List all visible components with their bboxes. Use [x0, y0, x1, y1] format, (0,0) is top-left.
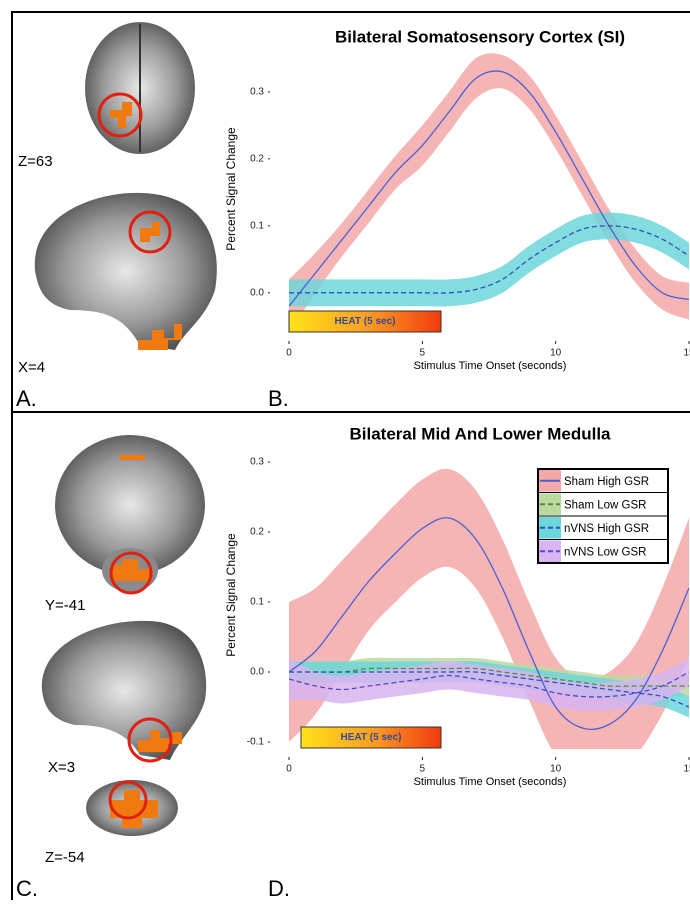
figure: Z=63 X=4 Y=-41 X=3 Z=-54 A. B. C. D. Bil… [0, 0, 690, 900]
y-tick-label: 0.3 [250, 457, 264, 468]
brain-sagittal-bottom [42, 621, 206, 761]
x-tick-label: 5 [420, 764, 426, 775]
x-tick-label: 0 [286, 348, 292, 359]
legend-label: nVNS High GSR [564, 523, 649, 535]
y-tick-label: 0.1 [250, 597, 264, 608]
slice-label: Z=63 [18, 153, 53, 170]
x-tick-label: 10 [550, 348, 562, 359]
x-tick-label: 15 [683, 348, 690, 359]
slice-label: Z=-54 [45, 849, 85, 866]
stimulus-label: HEAT (5 sec) [335, 316, 396, 327]
chart-title: Bilateral Somatosensory Cortex (SI) [335, 27, 625, 46]
y-tick-label: 0.2 [250, 527, 264, 538]
brain-coronal [55, 435, 205, 593]
slice-label: Y=-41 [45, 597, 85, 614]
x-tick-label: 15 [683, 764, 690, 775]
brain-axial-bottom [86, 780, 178, 836]
x-tick-label: 0 [286, 764, 292, 775]
legend-label: Sham Low GSR [564, 499, 646, 511]
slice-label: X=4 [18, 359, 45, 376]
brain-slice [35, 193, 217, 350]
x-tick-label: 5 [420, 348, 426, 359]
y-axis-label: Percent Signal Change [224, 533, 238, 657]
x-axis-label: Stimulus Time Onset (seconds) [414, 360, 567, 372]
x-tick-label: 10 [550, 764, 562, 775]
chart-title: Bilateral Mid And Lower Medulla [349, 424, 611, 443]
panel-label: D. [268, 876, 290, 900]
brain-axial-top [85, 22, 195, 154]
chart: Bilateral Somatosensory Cortex (SI) Perce… [224, 27, 690, 371]
legend-label: Sham High GSR [564, 476, 649, 488]
panel-label: A. [16, 386, 37, 411]
x-axis-label: Stimulus Time Onset (seconds) [414, 776, 567, 788]
y-tick-label: 0.0 [250, 287, 264, 298]
chart: Bilateral Mid And Lower Medulla Percent S… [224, 424, 690, 787]
y-tick-label: 0.2 [250, 154, 264, 165]
panel-label: B. [268, 386, 289, 411]
plot-area [289, 53, 689, 333]
legend-label: nVNS Low GSR [564, 546, 646, 558]
y-tick-label: 0.3 [250, 87, 264, 98]
y-tick-label: -0.1 [247, 737, 265, 748]
brain-sagittal-top [35, 193, 217, 350]
panel-label: C. [16, 876, 38, 900]
slice-label: X=3 [48, 759, 75, 776]
y-tick-label: 0.1 [250, 220, 264, 231]
stimulus-label: HEAT (5 sec) [341, 732, 402, 743]
y-axis-label: Percent Signal Change [224, 127, 238, 251]
y-tick-label: 0.0 [250, 667, 264, 678]
